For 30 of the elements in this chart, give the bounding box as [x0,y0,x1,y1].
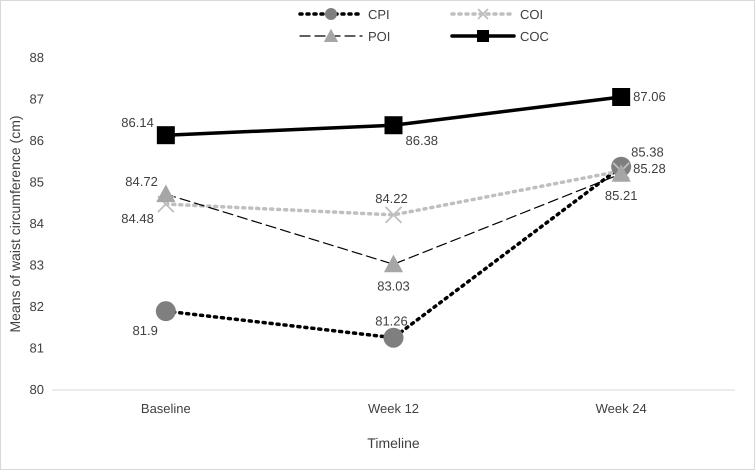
y-tick-label: 88 [30,50,44,66]
data-label: 83.03 [377,278,410,294]
y-tick-label: 86 [30,133,44,148]
data-label: 81.26 [375,314,408,329]
x-tick-label: Week 12 [368,401,420,416]
legend-label: COI [520,7,544,22]
data-label: 87.06 [633,89,666,104]
y-tick-label: 81 [30,340,44,356]
data-label: 85.38 [631,144,664,160]
data-label: 86.14 [121,115,154,130]
data-label: 86.38 [406,133,438,148]
y-tick-label: 85 [30,174,44,190]
y-tick-label: 84 [30,216,44,232]
y-tick-label: 82 [30,299,44,314]
legend-label: CPI [368,7,390,22]
data-label: 84.72 [125,174,158,190]
y-tick-label: 83 [30,258,44,273]
data-label: 84.48 [121,211,154,226]
y-axis-title: Means of waist circumference (cm) [7,115,23,333]
x-axis-title: Timeline [367,435,420,451]
y-tick-label: 87 [30,92,44,107]
legend-label: POI [368,29,390,44]
y-tick-label: 80 [30,382,44,398]
x-tick-label: Week 24 [596,401,647,416]
data-label: 81.9 [132,323,158,338]
data-label: 85.28 [633,160,666,176]
x-tick-label: Baseline [140,401,191,416]
data-label: 85.21 [604,188,638,203]
legend-label: COC [520,29,549,44]
data-label: 84.22 [375,190,408,206]
